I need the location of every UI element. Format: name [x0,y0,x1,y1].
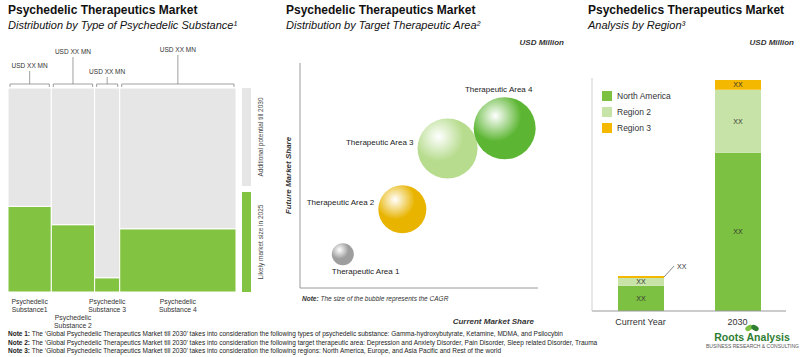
svg-text:Future Market Share: Future Market Share [284,136,293,214]
html-text:Note 1: The ‘Global Psychedeli: Note 1: The ‘Global Psychedelic Therapeu… [8,330,563,337]
svg-text:Current Year: Current Year [615,317,666,327]
svg-text:Likely market size in 2025: Likely market size in 2025 [257,204,265,279]
svg-text:Additional potential till 2030: Additional potential till 2030 [257,97,265,177]
svg-text:XX: XX [636,295,646,302]
html-text:Note 2: The ‘Global Psychedeli: Note 2: The ‘Global Psychedelic Therapeu… [8,338,598,346]
svg-text:PsychedelicSubstance 4: PsychedelicSubstance 4 [159,298,197,313]
html-text:North America: North America [617,91,671,101]
html-text:Psychedelics Therapeutics Mark: Psychedelics Therapeutics Market [588,3,785,17]
svg-text:USD XX MN: USD XX MN [55,48,91,55]
svg-text:Therapeutic Area 4: Therapeutic Area 4 [465,85,533,94]
svg-text:2030: 2030 [727,317,747,327]
svg-text:USD XX MN: USD XX MN [12,62,48,69]
svg-text:XX: XX [733,118,743,125]
svg-text:PsychedelicSubstance1: PsychedelicSubstance1 [12,298,49,313]
svg-text:Therapeutic Area 1: Therapeutic Area 1 [332,267,400,276]
html-text:Psychedelic Therapeutics Marke: Psychedelic Therapeutics Market [8,3,198,17]
html-text:Psychedelic Therapeutics Marke: Psychedelic Therapeutics Market [286,3,476,17]
html-text:Distribution by Type of Psyche: Distribution by Type of Psychedelic Subs… [8,19,238,31]
svg-text:XX: XX [677,263,687,270]
svg-text:PsychedelicSubstance 3: PsychedelicSubstance 3 [88,298,126,313]
svg-text:Current Market Share: Current Market Share [453,317,535,326]
html-text:Region 3: Region 3 [617,123,651,133]
svg-text:XX: XX [636,278,646,285]
svg-text:USD XX MN: USD XX MN [89,68,125,75]
html-text:BUSINESS RESEARCH & CONSULTING: BUSINESS RESEARCH & CONSULTING [706,343,799,349]
html-text:Roots Analysis: Roots Analysis [714,331,790,343]
html-text:Note: The size of the bubble r: Note: The size of the bubble represents … [302,295,449,302]
svg-text:Therapeutic Area 3: Therapeutic Area 3 [346,138,414,147]
html-text:Note 3: The ‘Global Psychedeli: Note 3: The ‘Global Psychedelic Therapeu… [8,347,502,354]
html-text:USD Million: USD Million [749,38,794,47]
html-text:Analysis by Region³: Analysis by Region³ [588,19,686,31]
svg-text:XX: XX [733,81,743,88]
svg-text:XX: XX [733,228,743,235]
html-text:Distribution by Target Therape: Distribution by Target Therapeutic Area² [286,19,481,31]
html-text:USD Million: USD Million [519,38,564,47]
html-text:Region 2: Region 2 [617,107,651,117]
svg-text:USD XX MN: USD XX MN [160,46,196,53]
svg-text:PsychedelicSubstance 2: PsychedelicSubstance 2 [54,314,92,328]
svg-text:Therapeutic Area 2: Therapeutic Area 2 [307,198,375,207]
